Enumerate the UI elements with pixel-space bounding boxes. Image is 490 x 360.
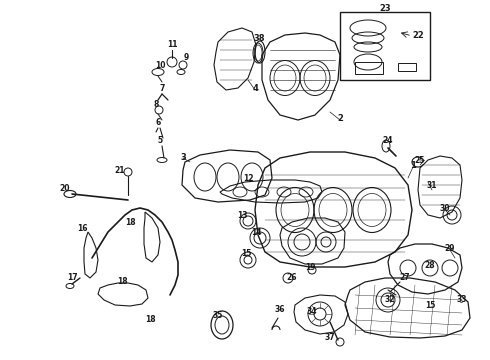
- Text: 34: 34: [307, 307, 317, 316]
- Text: 25: 25: [415, 156, 425, 165]
- Text: 12: 12: [243, 174, 253, 183]
- Text: 11: 11: [167, 40, 177, 49]
- Text: 19: 19: [305, 264, 315, 273]
- Text: 5: 5: [157, 135, 163, 144]
- Text: 3: 3: [180, 153, 186, 162]
- Text: 7: 7: [159, 84, 165, 93]
- Text: 15: 15: [425, 301, 435, 310]
- Text: 31: 31: [427, 180, 437, 189]
- Text: 14: 14: [251, 228, 261, 237]
- Text: 22: 22: [412, 31, 424, 40]
- Text: 21: 21: [115, 166, 125, 175]
- Text: 13: 13: [237, 211, 247, 220]
- Bar: [340, 12, 430, 80]
- Text: 20: 20: [60, 184, 70, 193]
- Text: 27: 27: [400, 274, 410, 283]
- Text: 16: 16: [77, 224, 87, 233]
- Text: 24: 24: [383, 135, 393, 144]
- Text: 2: 2: [337, 113, 343, 122]
- Text: 28: 28: [425, 261, 435, 270]
- Text: 10: 10: [155, 60, 165, 69]
- Text: 18: 18: [117, 278, 127, 287]
- Bar: [398, 63, 416, 71]
- Text: 38: 38: [253, 33, 265, 42]
- Text: 36: 36: [275, 306, 285, 315]
- Text: 33: 33: [457, 296, 467, 305]
- Text: 18: 18: [124, 217, 135, 226]
- Text: 35: 35: [213, 310, 223, 320]
- Text: 8: 8: [153, 99, 159, 108]
- Text: 37: 37: [325, 333, 335, 342]
- Text: 32: 32: [385, 296, 395, 305]
- Text: 29: 29: [445, 243, 455, 252]
- Text: 1: 1: [410, 161, 416, 170]
- Text: 6: 6: [155, 117, 161, 126]
- Text: 17: 17: [67, 274, 77, 283]
- Bar: [355, 62, 383, 74]
- Text: 15: 15: [241, 249, 251, 258]
- Text: 23: 23: [379, 4, 391, 13]
- Text: 26: 26: [287, 274, 297, 283]
- Text: 9: 9: [183, 53, 189, 62]
- Text: 4: 4: [252, 84, 258, 93]
- Text: 18: 18: [145, 315, 155, 324]
- Text: 30: 30: [440, 203, 450, 212]
